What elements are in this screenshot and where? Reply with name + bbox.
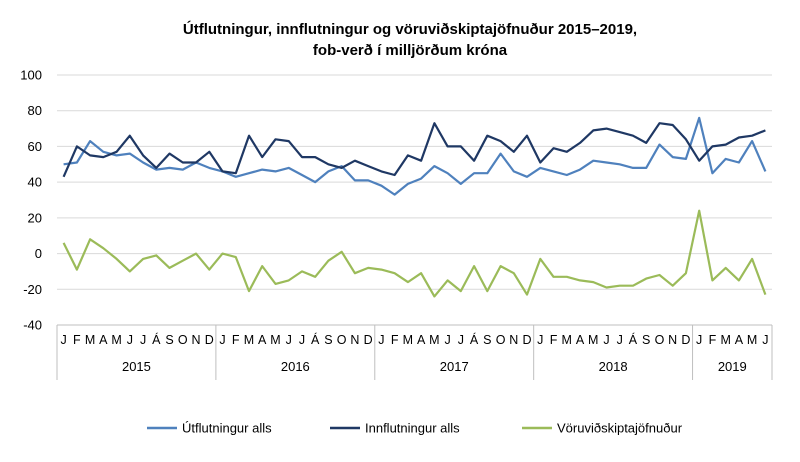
x-month-label: J — [127, 333, 133, 347]
x-month-label: J — [617, 333, 623, 347]
x-month-label: M — [429, 333, 439, 347]
x-year-label: 2018 — [599, 359, 628, 374]
x-month-label: M — [588, 333, 598, 347]
x-month-label: A — [576, 333, 585, 347]
x-month-label: A — [735, 333, 744, 347]
y-tick-label: 20 — [28, 210, 42, 225]
y-tick-label: -20 — [23, 282, 42, 297]
x-month-label: Á — [629, 332, 638, 347]
x-month-label: F — [232, 333, 240, 347]
x-month-label: S — [483, 333, 491, 347]
x-month-label: J — [537, 333, 543, 347]
x-month-label: J — [60, 333, 66, 347]
x-month-label: J — [458, 333, 464, 347]
x-month-label: F — [73, 333, 81, 347]
y-axis-ticks: 100 80 60 40 20 0 -20 -40 — [20, 68, 42, 333]
x-month-label: M — [562, 333, 572, 347]
x-month-label: Á — [152, 332, 161, 347]
x-month-label: O — [655, 333, 665, 347]
x-month-label: J — [140, 333, 146, 347]
y-tick-label: 40 — [28, 175, 42, 190]
x-month-label: J — [603, 333, 609, 347]
x-month-label: A — [258, 333, 267, 347]
x-month-label: M — [270, 333, 280, 347]
x-month-label: J — [696, 333, 702, 347]
x-month-label: D — [205, 333, 214, 347]
x-month-label: M — [720, 333, 730, 347]
series-lines — [62, 116, 767, 298]
x-month-label: F — [550, 333, 558, 347]
x-month-label: J — [444, 333, 450, 347]
series-line-3 — [62, 209, 767, 298]
x-month-label: S — [642, 333, 650, 347]
x-year-label: 2016 — [281, 359, 310, 374]
x-month-label: A — [417, 333, 426, 347]
chart-subtitle: fob-verð í milljörðum króna — [313, 42, 508, 59]
x-month-label: M — [85, 333, 95, 347]
x-month-label: J — [762, 333, 768, 347]
x-month-label: J — [286, 333, 292, 347]
legend-label: Útflutningur alls — [182, 421, 272, 436]
x-month-label: M — [244, 333, 254, 347]
y-tick-label: 60 — [28, 139, 42, 154]
x-month-label: D — [523, 333, 532, 347]
x-month-label: O — [337, 333, 347, 347]
y-tick-label: 100 — [20, 68, 42, 83]
y-tick-label: 80 — [28, 103, 42, 118]
x-month-label: N — [668, 333, 677, 347]
x-year-label: 2017 — [440, 359, 469, 374]
x-month-label: D — [364, 333, 373, 347]
x-month-label: D — [681, 333, 690, 347]
series-line-2 — [62, 122, 766, 178]
x-year-label: 2015 — [122, 359, 151, 374]
x-month-label: M — [403, 333, 413, 347]
x-month-label: F — [709, 333, 717, 347]
x-month-label: J — [299, 333, 305, 347]
x-month-label: J — [378, 333, 384, 347]
x-month-label: Á — [311, 332, 320, 347]
x-month-label: N — [192, 333, 201, 347]
series-line-1 — [63, 116, 767, 196]
x-month-label: S — [165, 333, 173, 347]
x-month-label: N — [350, 333, 359, 347]
x-month-label: O — [178, 333, 188, 347]
y-tick-label: -40 — [23, 318, 42, 333]
legend: Útflutningur alls Innflutningur alls Vöruv… — [147, 421, 683, 436]
x-month-label: M — [747, 333, 757, 347]
x-month-label: S — [324, 333, 332, 347]
chart-title: Útflutningur, innflutningur og vöruviðsk… — [183, 20, 637, 38]
x-month-label: N — [509, 333, 518, 347]
y-tick-label: 0 — [35, 246, 42, 261]
x-month-label: J — [219, 333, 225, 347]
x-month-label: O — [496, 333, 506, 347]
x-month-label: F — [391, 333, 399, 347]
gridlines — [57, 74, 772, 326]
x-month-label: Á — [470, 332, 479, 347]
x-month-label: A — [99, 333, 108, 347]
legend-label: Vöruviðskiptajöfnuður — [557, 421, 683, 436]
x-year-label: 2019 — [718, 359, 747, 374]
x-month-label: M — [111, 333, 121, 347]
legend-label: Innflutningur alls — [365, 421, 460, 436]
